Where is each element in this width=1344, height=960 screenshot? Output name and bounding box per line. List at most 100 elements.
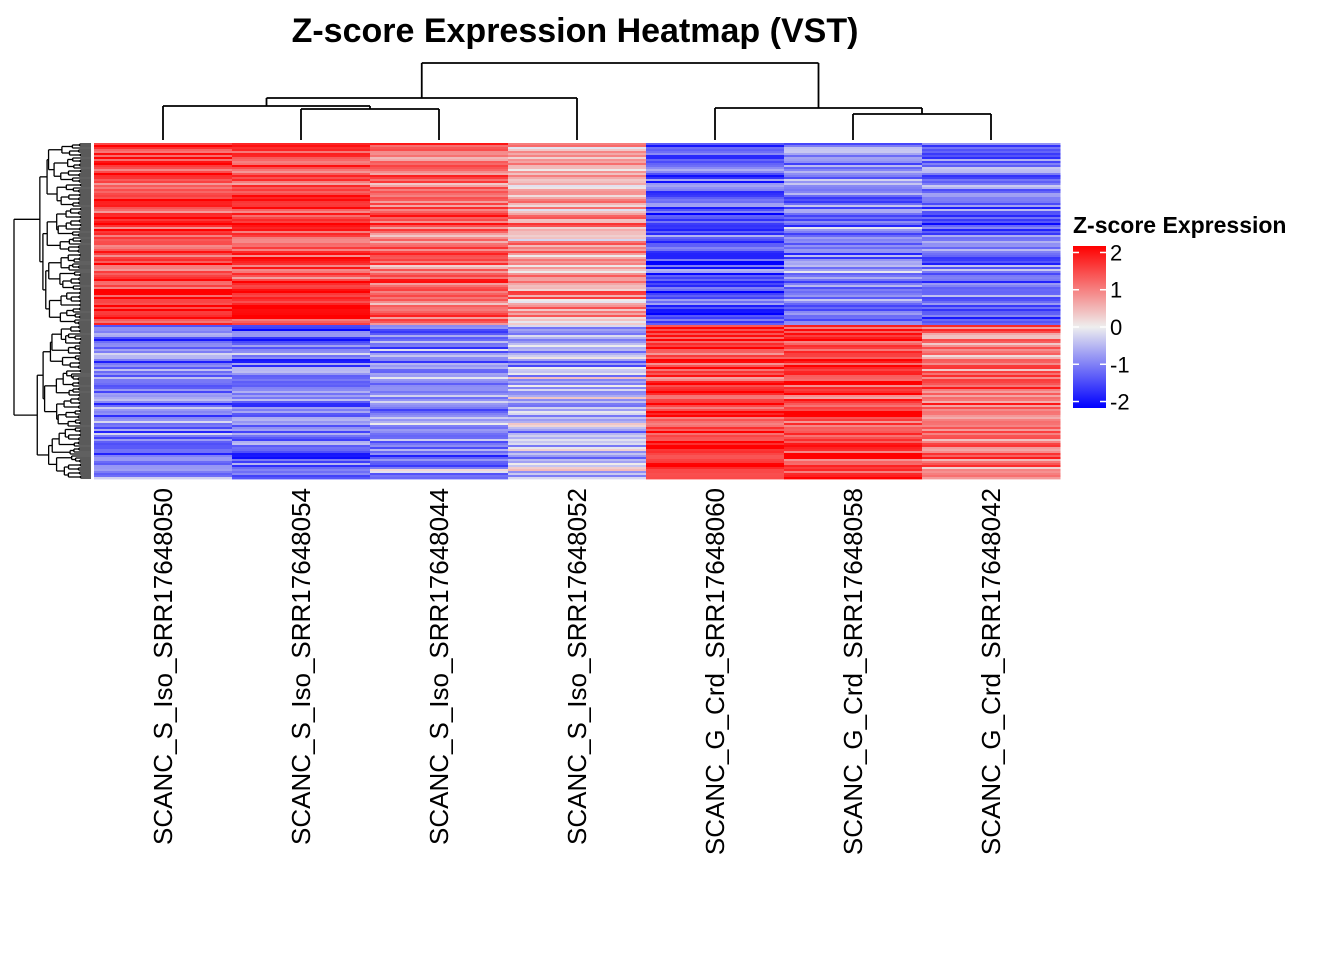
heatmap-cell [508,441,647,444]
heatmap-cell [94,263,233,266]
heatmap-cell [232,299,371,302]
heatmap-cell [784,169,923,172]
heatmap-cell [922,347,1061,350]
heatmap-cell [508,367,647,370]
heatmap-cell [646,353,785,356]
legend-tick-label: 0 [1110,315,1122,340]
heatmap-cell [508,359,647,362]
heatmap-cell [232,211,371,214]
heatmap-cell [370,283,509,286]
heatmap-cell [370,351,509,354]
heatmap-cell [232,273,371,276]
heatmap-cell [94,343,233,346]
heatmap-cell [784,463,923,466]
heatmap-cell [784,279,923,282]
heatmap-cell [646,265,785,268]
heatmap-cell [370,303,509,306]
heatmap-cell [370,395,509,398]
heatmap-cell [922,397,1061,400]
heatmap-cell [784,405,923,408]
heatmap-cell [646,225,785,228]
heatmap-cell [232,319,371,322]
heatmap-cell [232,363,371,366]
heatmap-cell [370,423,509,426]
heatmap-cell [94,377,233,380]
heatmap-cell [784,435,923,438]
heatmap-cell [784,253,923,256]
heatmap-cell [922,477,1061,480]
heatmap-cell [922,311,1061,314]
heatmap-cell [370,421,509,424]
heatmap-cell [784,215,923,218]
heatmap-cell [784,399,923,402]
heatmap-cell [232,279,371,282]
heatmap-cell [922,327,1061,330]
heatmap-cell [232,447,371,450]
heatmap-cell [370,325,509,328]
heatmap-cell [94,143,233,146]
heatmap-cell [232,261,371,264]
heatmap-cell [922,223,1061,226]
heatmap-cell [784,181,923,184]
heatmap-cell [232,253,371,256]
heatmap-cell [646,347,785,350]
heatmap-cell [508,337,647,340]
heatmap-cell [646,215,785,218]
heatmap-cell [370,337,509,340]
heatmap-cell [922,301,1061,304]
heatmap-cell [508,209,647,212]
heatmap-cell [94,465,233,468]
heatmap-cell [232,345,371,348]
heatmap-cell [922,345,1061,348]
heatmap-cell [94,447,233,450]
heatmap-cell [94,167,233,170]
heatmap-cell [370,365,509,368]
heatmap-cell [508,347,647,350]
heatmap-cell [922,463,1061,466]
heatmap-cell [232,281,371,284]
heatmap-cell [784,213,923,216]
heatmap-cell [370,451,509,454]
heatmap-cell [646,455,785,458]
heatmap-cell [94,287,233,290]
heatmap-cell [508,255,647,258]
heatmap-cell [370,339,509,342]
heatmap-cell [232,187,371,190]
heatmap-cell [370,333,509,336]
heatmap-cell [370,413,509,416]
heatmap-cell [784,445,923,448]
heatmap-cell [370,371,509,374]
heatmap-cell [646,403,785,406]
heatmap-cell [232,465,371,468]
heatmap-cell [370,231,509,234]
heatmap-cell [784,241,923,244]
heatmap-cell [784,299,923,302]
heatmap-cell [646,165,785,168]
heatmap-cell [784,401,923,404]
heatmap-cell [646,267,785,270]
heatmap-cell [646,349,785,352]
heatmap-cell [232,291,371,294]
heatmap-cell [508,389,647,392]
heatmap-cell [508,221,647,224]
heatmap-cell [784,461,923,464]
heatmap-cell [508,353,647,356]
heatmap-cell [922,181,1061,184]
heatmap-cell [370,157,509,160]
heatmap-cell [784,277,923,280]
heatmap-cell [508,435,647,438]
heatmap-cell [508,381,647,384]
heatmap-cell [232,387,371,390]
heatmap-cell [508,473,647,476]
heatmap-cell [784,227,923,230]
heatmap-cell [922,385,1061,388]
heatmap-cell [370,285,509,288]
heatmap-cell [922,279,1061,282]
heatmap-cell [784,237,923,240]
heatmap-cell [370,179,509,182]
heatmap-cell [646,415,785,418]
heatmap-cell [370,417,509,420]
heatmap-cell [922,373,1061,376]
heatmap-cell [508,449,647,452]
heatmap-cell [646,145,785,148]
